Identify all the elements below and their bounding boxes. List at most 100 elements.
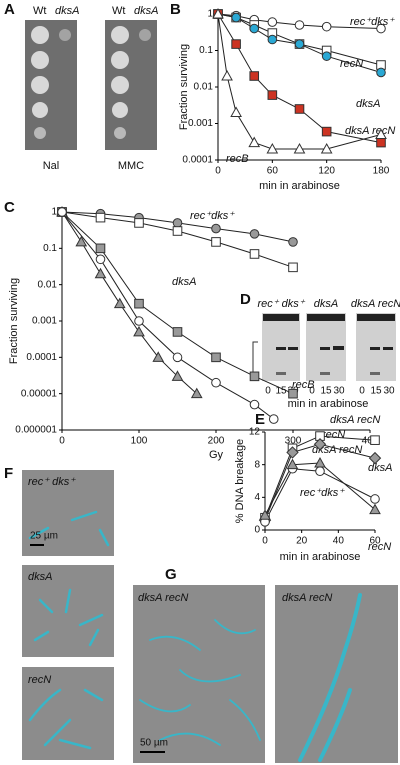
data-point	[321, 51, 332, 61]
data-point	[211, 223, 221, 234]
x-tick-label: 60	[267, 166, 279, 177]
y-tick-label: 0.001	[188, 118, 213, 129]
series-line	[264, 468, 376, 523]
scale-label: 25 µm	[30, 531, 58, 542]
data-point	[368, 451, 382, 465]
strain-label: dksA	[55, 5, 79, 17]
lane-label: 15	[275, 386, 287, 397]
data-point	[95, 254, 106, 265]
series-line	[61, 211, 275, 420]
data-point	[211, 352, 221, 363]
data-point	[172, 218, 183, 228]
series-line	[217, 13, 382, 150]
y-tick-label: 4	[254, 492, 260, 503]
agent-label: Nal	[43, 160, 60, 172]
data-point	[288, 237, 298, 247]
data-point	[221, 69, 233, 81]
data-point	[267, 34, 278, 45]
x-axis-label: min in arabinose	[280, 551, 361, 563]
cells	[139, 619, 261, 746]
strain-label: dksA	[28, 571, 52, 583]
panel-a: Wt dksA Wt dksA Nal MMC	[25, 5, 158, 172]
y-tick-label: 0.1	[43, 243, 57, 254]
panel-f: 25 µm rec⁺ dks⁺ dksA recN	[22, 470, 114, 760]
y-axis-label: % DNA breakage	[234, 439, 246, 523]
series-label: dksA recN	[312, 444, 362, 456]
strain-label: Wt	[33, 5, 46, 17]
y-tick-label: 0.00001	[21, 388, 58, 399]
micrograph	[133, 585, 265, 763]
data-point	[95, 243, 106, 254]
y-tick-label: 0	[254, 525, 260, 536]
panel-label: G	[165, 566, 177, 583]
y-tick-label: 0.01	[194, 82, 214, 93]
y-tick-label: 0.1	[199, 45, 213, 56]
x-axis-label: Gy	[209, 449, 224, 461]
data-point	[375, 128, 387, 139]
data-point	[95, 212, 106, 223]
data-point	[94, 267, 107, 279]
agent-label: MMC	[118, 160, 144, 172]
strain-label: dksA	[134, 5, 158, 17]
x-tick-label: 20	[296, 536, 308, 547]
data-point	[370, 435, 380, 445]
data-point	[286, 446, 299, 459]
lane-label: 30	[333, 386, 345, 397]
cells	[298, 593, 362, 762]
y-tick-label: 8	[254, 459, 260, 470]
micrograph	[22, 667, 114, 760]
series-label: recN	[340, 58, 363, 70]
panel-d: rec⁺ dks⁺ dksA dksA recN min in arabinos…	[252, 298, 400, 410]
x-tick-label: 0	[215, 166, 221, 177]
series-label: dksA	[356, 98, 380, 110]
x-tick-label: 300	[285, 436, 302, 447]
data-point	[57, 207, 67, 217]
data-point	[171, 370, 184, 381]
data-point	[212, 7, 224, 19]
micrograph	[22, 470, 114, 556]
cells	[28, 510, 110, 750]
x-axis-label: min in arabinose	[259, 180, 340, 192]
series-label: recB	[292, 379, 315, 391]
data-point	[370, 494, 380, 504]
data-point	[286, 458, 299, 470]
lane-label: 15	[320, 386, 332, 397]
data-point	[152, 351, 165, 362]
panel-label: B	[170, 1, 181, 18]
data-point	[134, 316, 144, 326]
x-tick-label: 0	[262, 536, 268, 547]
panel-label: A	[4, 1, 15, 18]
data-point	[376, 67, 386, 78]
series-line	[264, 462, 376, 516]
data-point	[249, 71, 260, 81]
x-axis-label: min in arabinose	[288, 398, 369, 410]
data-point	[267, 90, 278, 100]
x-tick-label: 60	[369, 536, 381, 547]
panel-label: D	[240, 291, 251, 308]
lane-label: 0	[359, 386, 365, 397]
data-point	[113, 297, 126, 309]
data-point	[288, 388, 298, 399]
data-point	[294, 39, 305, 49]
x-tick-label: 100	[131, 436, 148, 447]
data-point	[249, 399, 260, 410]
series-line	[264, 443, 376, 521]
y-tick-label: 1	[51, 207, 57, 218]
gel-strain: rec⁺ dks⁺	[257, 298, 305, 310]
y-axis-label: Fraction surviving	[8, 278, 20, 364]
strain-label: dksA recN	[138, 592, 188, 604]
strain-label: Wt	[112, 5, 125, 17]
data-point	[320, 142, 333, 154]
data-point	[294, 20, 305, 30]
micrograph	[22, 565, 114, 657]
data-point	[369, 503, 381, 515]
data-point	[248, 136, 261, 148]
data-point	[211, 377, 221, 388]
data-point	[75, 235, 88, 247]
data-point	[249, 229, 260, 239]
lane-label: 0	[309, 386, 315, 397]
x-tick-label: 0	[59, 436, 65, 447]
series-line	[264, 435, 376, 518]
data-point	[134, 218, 144, 228]
y-tick-label: 12	[249, 427, 261, 438]
